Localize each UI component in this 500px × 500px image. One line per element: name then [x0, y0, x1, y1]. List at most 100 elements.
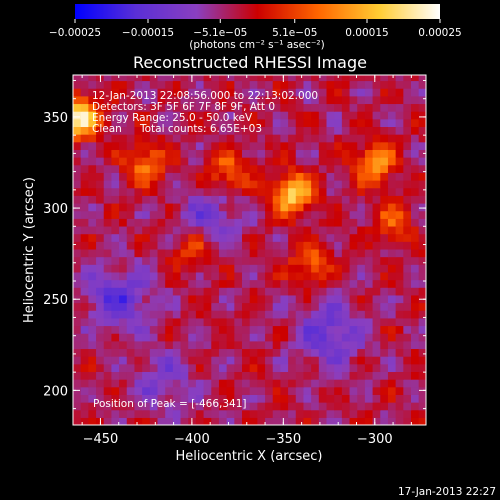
heatmap-cell	[303, 264, 312, 273]
heatmap-cell	[280, 88, 289, 97]
heatmap-cell	[242, 302, 251, 311]
heatmap-cell	[295, 225, 305, 235]
heatmap-cell	[142, 363, 151, 373]
info-algorithm: Clean	[92, 123, 122, 135]
heatmap-cell	[364, 317, 374, 327]
heatmap-cell	[272, 75, 282, 82]
heatmap-cell	[272, 264, 282, 273]
heatmap-cell	[80, 80, 89, 89]
heatmap-cell	[195, 180, 205, 189]
heatmap-cell	[411, 409, 420, 418]
heatmap-cell	[195, 256, 205, 265]
heatmap-cell	[341, 75, 351, 82]
heatmap-cell	[341, 317, 351, 327]
heatmap-cell	[103, 111, 113, 120]
heatmap-cell	[303, 187, 312, 196]
heatmap-cell	[364, 225, 374, 235]
heatmap-cell	[257, 187, 266, 196]
heatmap-cell	[280, 325, 289, 334]
heatmap-cell	[403, 141, 412, 150]
heatmap-cell	[272, 379, 282, 388]
heatmap-cell	[257, 294, 266, 304]
heatmap-cell	[126, 118, 136, 128]
heatmap-cell	[387, 264, 397, 273]
heatmap-cell	[318, 363, 328, 373]
heatmap-cell	[180, 340, 189, 350]
heatmap-cell	[242, 225, 251, 235]
heatmap-cell	[172, 80, 182, 89]
heatmap-cell	[272, 310, 282, 319]
heatmap-cell	[418, 264, 426, 273]
heatmap-cell	[395, 386, 404, 395]
heatmap-cell	[295, 75, 305, 82]
heatmap-cell	[218, 118, 228, 128]
heatmap-cell	[211, 386, 220, 395]
heatmap-cell	[165, 417, 174, 425]
heatmap-cell	[249, 386, 258, 395]
heatmap-cell	[372, 141, 381, 150]
heatmap-cell	[387, 134, 397, 143]
heatmap-cell	[172, 164, 182, 173]
heatmap-cell	[203, 88, 212, 97]
heatmap-cell	[218, 88, 228, 97]
heatmap-cell	[165, 317, 174, 327]
heatmap-cell	[142, 210, 151, 219]
heatmap-cell	[326, 157, 335, 166]
heatmap-cell	[411, 264, 420, 273]
heatmap-cell	[157, 225, 166, 235]
heatmap-cell	[403, 103, 412, 112]
heatmap-cell	[249, 111, 258, 120]
heatmap-cell	[149, 402, 159, 411]
heatmap-cell	[334, 241, 343, 250]
heatmap-cell	[288, 340, 297, 350]
heatmap-cell	[142, 379, 151, 388]
heatmap-cell	[134, 225, 143, 235]
heatmap-cell	[211, 256, 220, 265]
heatmap-cell	[149, 248, 159, 258]
heatmap-cell	[242, 111, 251, 120]
heatmap-cell	[180, 157, 189, 166]
heatmap-cell	[80, 248, 89, 258]
heatmap-cell	[165, 310, 174, 319]
heatmap-cell	[149, 180, 159, 189]
heatmap-cell	[96, 302, 105, 311]
heatmap-cell	[226, 325, 235, 334]
heatmap-cell	[111, 348, 120, 357]
heatmap-cell	[311, 294, 320, 304]
heatmap-cell	[165, 363, 174, 373]
heatmap-cell	[357, 172, 366, 181]
heatmap-cell	[334, 172, 343, 181]
heatmap-cell	[126, 417, 136, 425]
heatmap-cell	[403, 287, 412, 296]
heatmap-cell	[265, 363, 274, 373]
heatmap-cell	[188, 80, 197, 89]
heatmap-cell	[226, 225, 235, 235]
heatmap-cell	[226, 75, 235, 82]
heatmap-cell	[349, 141, 358, 150]
heatmap-cell	[372, 195, 381, 204]
heatmap-cell	[249, 95, 258, 105]
heatmap-cell	[395, 356, 404, 365]
heatmap-cell	[119, 103, 128, 112]
heatmap-cell	[103, 248, 113, 258]
heatmap-cell	[88, 394, 97, 403]
heatmap-cell	[172, 340, 182, 350]
heatmap-cell	[126, 149, 136, 158]
heatmap-cell	[372, 386, 381, 395]
heatmap-cell	[188, 394, 197, 403]
heatmap-cell	[403, 157, 412, 166]
heatmap-cell	[303, 348, 312, 357]
heatmap-cell	[364, 241, 374, 250]
heatmap-cell	[134, 118, 143, 128]
heatmap-cell	[226, 202, 235, 212]
heatmap-cell	[88, 88, 97, 97]
heatmap-cell	[165, 279, 174, 288]
heatmap-cell	[418, 210, 426, 219]
heatmap-cell	[103, 409, 113, 418]
heatmap-cell	[249, 302, 258, 311]
heatmap-cell	[326, 103, 335, 112]
heatmap-cell	[126, 256, 136, 265]
heatmap-cell	[188, 233, 197, 242]
heatmap-cell	[372, 333, 381, 342]
heatmap-cell	[88, 340, 97, 350]
